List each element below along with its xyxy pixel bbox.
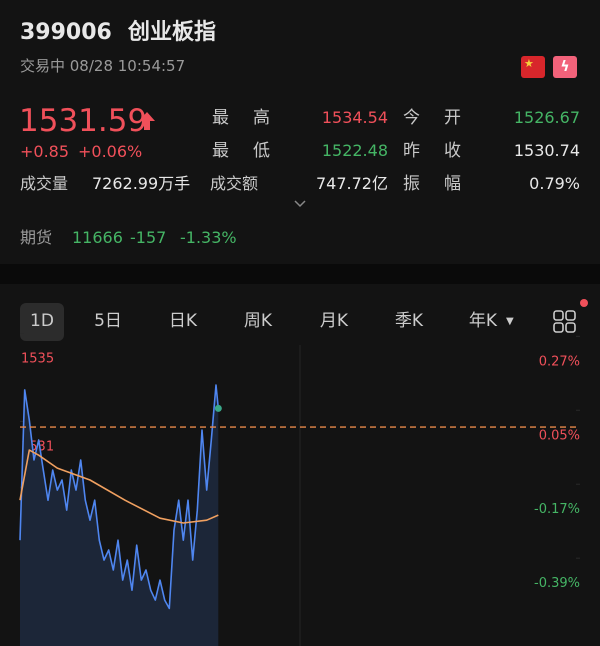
notification-dot — [580, 299, 588, 307]
futures-change: -157 — [130, 228, 167, 247]
stat-value: 7262.99万手 — [92, 174, 191, 193]
period-tab[interactable]: 日K — [168, 311, 198, 331]
stat-label: 振幅 — [403, 174, 485, 194]
price-change: +0.85 — [20, 142, 70, 161]
price-change-pct: +0.06% — [78, 142, 143, 161]
stat-value: 747.72亿 — [316, 174, 388, 193]
stat-label: 成交额 — [210, 174, 259, 193]
stat-value: 1534.54 — [321, 108, 388, 127]
y-tick-label: 1535 — [21, 352, 54, 367]
trading-status: 交易中 08/28 10:54:57 — [20, 57, 186, 75]
stat-value: 0.79% — [529, 174, 580, 193]
period-tab[interactable]: 月K — [319, 311, 349, 331]
stat-value: 1530.74 — [513, 141, 580, 160]
y2-tick-label: -0.39% — [534, 576, 580, 591]
y2-tick-label: 0.27% — [539, 354, 580, 369]
stat-label: 最低 — [212, 141, 294, 161]
flag-icon[interactable]: ★ — [521, 56, 545, 78]
stock-code: 399006 — [20, 20, 112, 45]
price-line — [19, 384, 220, 610]
y2-tick-label: 0.05% — [539, 428, 580, 443]
stat-label: 最高 — [212, 108, 294, 128]
up-arrow — [139, 112, 155, 130]
futures-label: 期货 — [20, 228, 53, 247]
stat-label: 今开 — [403, 108, 485, 128]
futures-change-pct: -1.33% — [180, 228, 237, 247]
price-area — [20, 385, 219, 646]
tab-active-bg — [20, 303, 64, 341]
stat-value: 1526.67 — [513, 108, 580, 127]
period-tab[interactable]: 季K — [394, 311, 424, 331]
futures-price: 11666 — [72, 228, 123, 247]
period-tab[interactable]: 年K — [468, 311, 498, 331]
period-tab[interactable]: 5日 — [94, 311, 122, 331]
period-tab[interactable]: 周K — [243, 311, 273, 331]
grid-menu-icon[interactable] — [552, 309, 578, 335]
app-icon[interactable]: ϟ — [553, 56, 577, 78]
stock-name: 创业板指 — [128, 20, 217, 45]
stat-label: 成交量 — [20, 174, 69, 193]
period-tab[interactable]: 1D — [30, 311, 54, 331]
y2-tick-label: -0.17% — [534, 502, 580, 517]
stat-value: 1522.48 — [321, 141, 388, 160]
stat-label: 昨收 — [403, 141, 485, 161]
section-divider — [0, 264, 600, 284]
last-price-dot — [214, 404, 222, 412]
expand-chevron[interactable] — [293, 199, 307, 209]
current-price: 1531.59 — [19, 103, 148, 139]
average-line — [19, 449, 219, 524]
dropdown-caret[interactable]: ▼ — [506, 316, 514, 327]
